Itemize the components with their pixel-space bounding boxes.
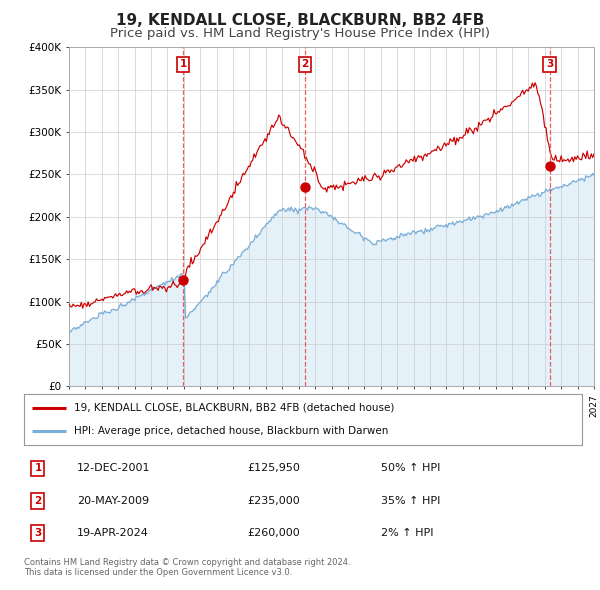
- Text: 19-APR-2024: 19-APR-2024: [77, 529, 149, 539]
- Text: 2% ↑ HPI: 2% ↑ HPI: [381, 529, 434, 539]
- Text: 2: 2: [301, 59, 308, 69]
- Text: 1: 1: [34, 463, 41, 473]
- Text: 19, KENDALL CLOSE, BLACKBURN, BB2 4FB (detached house): 19, KENDALL CLOSE, BLACKBURN, BB2 4FB (d…: [74, 402, 395, 412]
- Text: 50% ↑ HPI: 50% ↑ HPI: [381, 463, 440, 473]
- Text: 35% ↑ HPI: 35% ↑ HPI: [381, 496, 440, 506]
- Text: 3: 3: [34, 529, 41, 539]
- Text: 1: 1: [179, 59, 187, 69]
- Text: HPI: Average price, detached house, Blackburn with Darwen: HPI: Average price, detached house, Blac…: [74, 427, 389, 437]
- Text: 12-DEC-2001: 12-DEC-2001: [77, 463, 151, 473]
- Text: £235,000: £235,000: [247, 496, 300, 506]
- Text: 19, KENDALL CLOSE, BLACKBURN, BB2 4FB: 19, KENDALL CLOSE, BLACKBURN, BB2 4FB: [116, 13, 484, 28]
- Text: 20-MAY-2009: 20-MAY-2009: [77, 496, 149, 506]
- Text: £260,000: £260,000: [247, 529, 300, 539]
- Text: Price paid vs. HM Land Registry's House Price Index (HPI): Price paid vs. HM Land Registry's House …: [110, 27, 490, 40]
- Text: 3: 3: [546, 59, 553, 69]
- Text: Contains HM Land Registry data © Crown copyright and database right 2024.
This d: Contains HM Land Registry data © Crown c…: [24, 558, 350, 577]
- Text: 2: 2: [34, 496, 41, 506]
- Text: £125,950: £125,950: [247, 463, 300, 473]
